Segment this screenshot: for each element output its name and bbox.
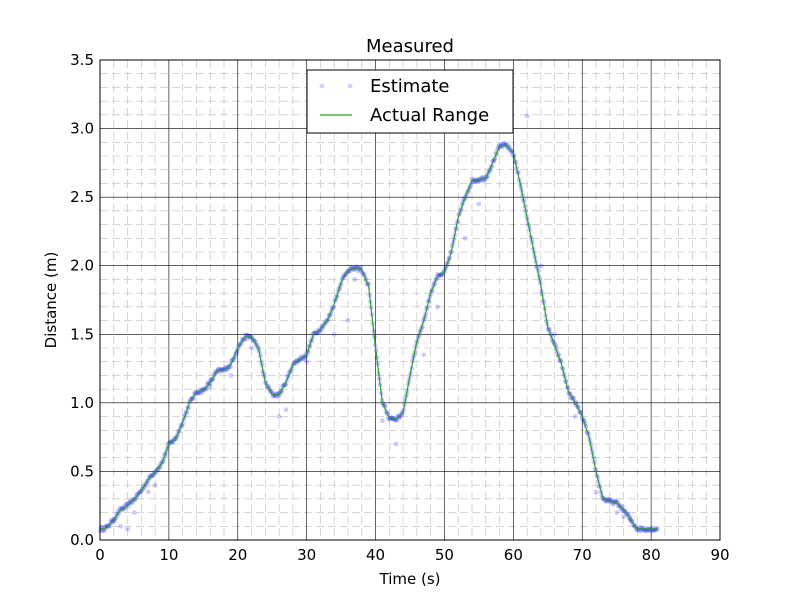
estimate-point [552,331,558,337]
plot-frame [99,59,721,541]
estimate-point [108,519,114,525]
x-tick-label: 50 [435,546,454,564]
estimate-point [476,201,482,207]
estimate-point [206,379,212,385]
estimate-point [462,235,468,241]
estimate-point [621,514,626,520]
estimate-point [310,330,316,336]
y-tick-label: 2.0 [70,257,94,275]
estimate-point [106,523,112,529]
x-axis-label: Time (s) [379,570,441,588]
estimate-point [634,527,639,532]
estimate-point [435,304,440,310]
estimate-point [249,345,254,351]
estimate-point [421,352,427,358]
estimate-point [314,330,319,336]
estimate-point [647,528,653,534]
plot-area [100,60,720,540]
legend-label-actual-range: Actual Range [370,105,489,126]
estimate-point [133,496,138,502]
estimate-point [125,526,130,532]
estimate-point [152,470,158,476]
data-layer [97,113,660,534]
x-tick-label: 90 [710,546,729,564]
estimate-point [150,473,156,479]
x-tick-label: 70 [573,546,592,564]
legend-marker-estimate [347,83,353,89]
legend: Estimate Actual Range [306,69,514,134]
estimate-point [572,414,578,419]
estimate-point [593,489,599,495]
x-tick-label: 60 [504,546,523,564]
estimate-point [345,318,351,323]
estimate-point [283,407,289,413]
estimate-point [524,113,530,119]
x-tick-label: 20 [228,546,247,564]
x-tick-label: 30 [297,546,316,564]
estimate-point [192,389,198,395]
legend-box [306,69,514,134]
estimate-point [152,482,158,488]
estimate-point [117,506,123,512]
estimate-point [205,381,210,387]
legend-marker-estimate [319,83,325,89]
grid [99,59,721,541]
estimate-point [614,510,620,515]
estimate-point [625,512,631,518]
y-tick-label: 0.5 [70,462,94,480]
legend-label-estimate: Estimate [370,76,450,97]
estimate-point [153,469,159,474]
x-tick-label: 80 [642,546,661,564]
estimate-point [386,415,391,421]
estimate-point [331,331,337,337]
y-tick-label: 3.0 [70,120,94,138]
estimate-point [318,327,324,332]
y-tick-label: 3.5 [70,51,94,69]
estimate-point [380,418,385,424]
x-tick-label: 0 [95,546,105,564]
estimate-point [274,394,280,399]
series-actual-range-line [99,144,658,530]
estimate-point [118,523,124,529]
chart-title: Measured [366,36,454,57]
estimate-point [228,373,234,378]
estimate-point [644,528,649,534]
y-tick-label: 1.0 [70,394,94,412]
estimate-point [132,510,137,515]
estimate-point [627,514,633,520]
estimate-point [505,145,510,151]
y-axis-label: Distance (m) [42,252,60,349]
estimate-point [244,336,250,342]
estimate-point [169,440,175,446]
estimate-point [110,520,115,525]
estimate-point [304,359,310,365]
estimate-point [132,497,138,502]
estimate-point [393,441,399,447]
estimate-point [207,384,213,389]
estimate-point [115,509,121,514]
estimate-point [243,332,248,338]
estimate-point [615,503,621,509]
estimate-point [276,414,282,419]
estimate-point [296,359,301,364]
x-tick-label: 40 [366,546,385,564]
estimate-point [151,472,157,477]
y-tick-label: 2.5 [70,188,94,206]
estimate-point [172,436,177,441]
y-tick-label: 1.5 [70,325,94,343]
x-tick-label: 10 [159,546,178,564]
estimate-point [203,386,209,392]
estimate-point [352,277,358,282]
y-tick-label: 0.0 [70,531,94,549]
estimate-point [145,489,151,495]
ticks: 0 10 20 30 40 50 60 70 80 90 0.0 0.5 1.0 1.5 2.0 2.5 3.0… [70,51,729,564]
estimate-point [213,369,219,375]
estimate-point [538,263,544,269]
